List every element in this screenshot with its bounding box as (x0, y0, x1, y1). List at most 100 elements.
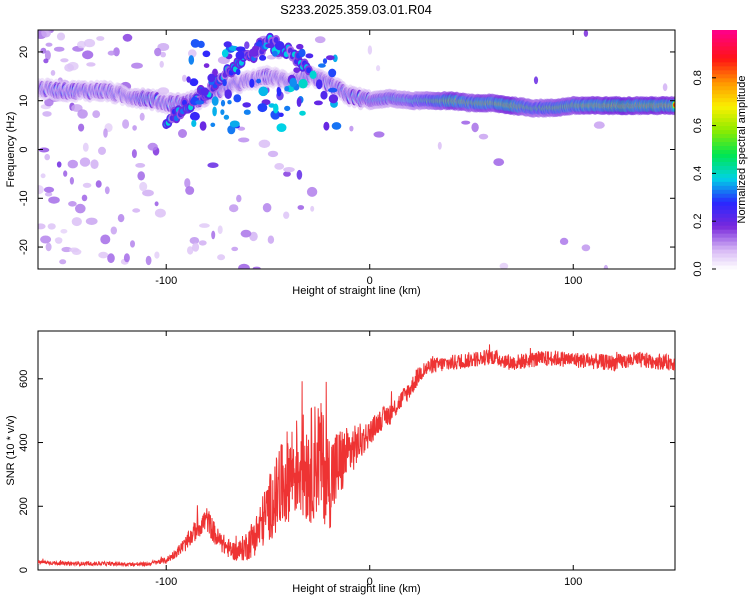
colorbar-step (712, 41, 737, 47)
transition-blob (229, 120, 240, 128)
noise-blob (376, 65, 381, 72)
colorbar-step (712, 241, 737, 246)
transition-blob (299, 110, 306, 116)
noise-blob (145, 255, 152, 266)
colorbar-step (712, 73, 737, 79)
transition-blob (252, 45, 260, 51)
spectrogram-x-axis-label: Height of straight line (km) (292, 285, 420, 297)
noise-blob (40, 173, 46, 179)
noise-blob (187, 246, 194, 255)
transition-blob (255, 41, 263, 47)
noise-blob (274, 163, 285, 170)
snr-y-axis-label: SNR (10 * v/v) (5, 415, 17, 485)
transition-blob (284, 86, 290, 92)
noise-blob (367, 45, 373, 55)
transition-blob (212, 68, 218, 77)
noise-blob (69, 177, 74, 185)
noise-blob (63, 170, 68, 177)
transition-blob (203, 63, 210, 68)
transition-blob (278, 112, 284, 118)
transition-blob (298, 48, 306, 58)
transition-blob (328, 87, 338, 93)
y-tick-label: -10 (18, 190, 30, 206)
noise-blob (90, 159, 99, 169)
noise-blob (132, 208, 141, 213)
noise-blob (185, 186, 195, 195)
colorbar-tick-label: 0.2 (692, 214, 704, 229)
noise-blob (122, 119, 130, 129)
transition-blob (188, 55, 195, 65)
noise-blob (85, 217, 98, 225)
colorbar-step (712, 233, 737, 238)
noise-blob (40, 47, 47, 54)
transition-blob (323, 121, 330, 131)
noise-blob (493, 158, 505, 167)
colorbar-step (712, 245, 737, 250)
noise-blob (160, 51, 167, 58)
noise-blob (240, 229, 252, 238)
transition-blob (289, 77, 298, 88)
noise-blob (78, 123, 85, 132)
noise-blob (98, 146, 106, 155)
noise-blob (478, 133, 489, 140)
noise-blob (189, 237, 200, 245)
transition-blob (224, 89, 232, 99)
noise-blob (157, 43, 170, 51)
y-tick-label: -20 (18, 239, 30, 255)
x-tick-label: 100 (564, 576, 582, 588)
transition-blob (191, 119, 197, 127)
colorbar-step (712, 57, 737, 63)
noise-blob (283, 211, 290, 219)
transition-blob (207, 73, 216, 83)
noise-blob (103, 128, 108, 138)
colorbar-step (712, 45, 737, 51)
colorbar-step (712, 149, 737, 154)
colorbar-step (712, 145, 737, 150)
noise-blob (43, 58, 49, 64)
transition-blob (318, 63, 326, 68)
y-tick-label: 20 (18, 46, 30, 58)
noise-blob (310, 205, 315, 212)
noise-blob (184, 178, 191, 188)
noise-blob (154, 47, 162, 57)
colorbar-step (712, 177, 737, 182)
colorbar-step (712, 121, 737, 127)
transition-blob (220, 99, 226, 107)
noise-blob (86, 62, 96, 67)
transition-blob (273, 103, 279, 114)
transition-blob (296, 97, 302, 107)
noise-blob (581, 244, 591, 252)
branch-core (306, 67, 312, 74)
transition-blob (195, 100, 205, 105)
colorbar-step (712, 125, 737, 131)
colorbar-step (712, 101, 737, 107)
transition-blob (257, 103, 268, 113)
transition-blob (284, 105, 291, 112)
noise-blob (252, 266, 261, 269)
colorbar-step (712, 217, 737, 222)
noise-blob (159, 60, 164, 68)
noise-blob (60, 58, 69, 63)
noise-blob (56, 32, 66, 41)
colorbar-step (712, 69, 737, 75)
noise-blob (437, 141, 442, 150)
x-tick-label: -100 (155, 576, 177, 588)
transition-blob (243, 109, 251, 115)
colorbar-step (712, 85, 737, 91)
noise-blob (44, 50, 51, 61)
noise-blob (461, 120, 471, 125)
transition-blob (256, 78, 262, 84)
noise-blob (45, 242, 52, 252)
transition-blob (322, 58, 328, 64)
colorbar-ticks: 0.0 0.2 0.4 0.6 0.8 (692, 70, 716, 277)
colorbar-step (712, 261, 737, 266)
noise-blob (43, 186, 55, 193)
noise-blob (59, 259, 67, 265)
noise-blob (77, 40, 87, 49)
transition-blob (276, 87, 282, 97)
transition-blob (315, 79, 323, 90)
colorbar-step (712, 181, 737, 186)
colorbar-label: Normalized spectral amplitude (736, 76, 748, 224)
noise-blob (82, 50, 94, 60)
